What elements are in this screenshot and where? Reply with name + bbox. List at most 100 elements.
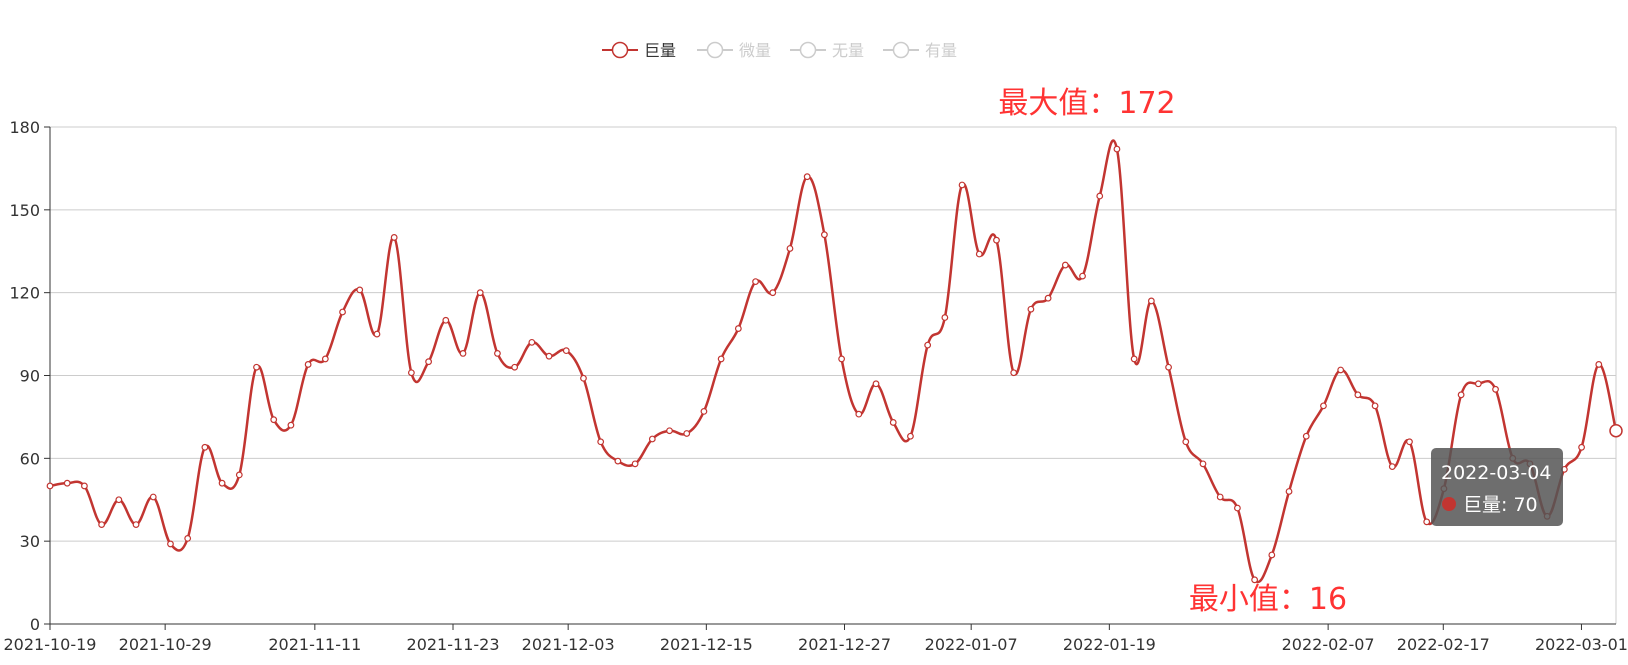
y-tick-label: 120 <box>9 284 40 303</box>
data-point <box>149 493 157 501</box>
data-point <box>838 355 846 363</box>
data-point <box>1113 145 1121 153</box>
data-point <box>98 521 106 528</box>
x-tick-label: 2021-10-19 <box>4 635 97 654</box>
y-tick-label: 150 <box>9 201 40 220</box>
data-point <box>717 355 725 363</box>
data-point <box>287 421 295 429</box>
data-point <box>511 363 519 371</box>
data-point <box>683 430 691 437</box>
data-point <box>373 330 381 338</box>
legend-label: 微量 <box>739 41 771 60</box>
data-point <box>46 482 54 490</box>
data-point <box>1354 391 1362 399</box>
data-point <box>1096 192 1104 200</box>
data-point <box>1457 391 1465 399</box>
axes: 0 30 60 90 120 150 180 2021-10-19 2021-10-29 2021… <box>4 118 1628 654</box>
data-point <box>907 432 914 440</box>
data-point <box>786 245 794 252</box>
data-point <box>769 289 777 297</box>
data-point <box>1251 576 1259 584</box>
legend-marker-icon <box>706 41 724 59</box>
x-tick-label: 2022-03-01 <box>1535 635 1628 654</box>
data-point <box>1406 438 1413 446</box>
x-tick-label: 2022-02-07 <box>1282 635 1375 654</box>
data-point <box>167 540 174 548</box>
x-tick-label: 2021-12-15 <box>660 635 753 654</box>
data-point <box>1595 361 1603 368</box>
legend-marker-icon <box>892 41 910 59</box>
data-point <box>1061 261 1069 269</box>
data-point <box>993 236 1000 244</box>
tooltip-series-marker <box>1442 497 1456 511</box>
legend-item-无量[interactable]: 无量 <box>790 41 864 60</box>
data-point <box>132 521 140 528</box>
data-point <box>270 416 278 424</box>
data-point <box>201 443 209 451</box>
data-point <box>1130 355 1138 363</box>
series-layer <box>46 139 1623 584</box>
data-point <box>528 338 536 346</box>
data-point <box>1079 272 1086 280</box>
tooltip-value: 巨量: 70 <box>1463 494 1538 516</box>
data-point <box>597 438 605 446</box>
data-point <box>1578 443 1585 451</box>
data-point <box>1388 463 1396 471</box>
data-point <box>356 286 364 294</box>
data-point <box>872 380 880 388</box>
data-point <box>1302 432 1310 440</box>
data-point <box>1010 369 1018 377</box>
data-point <box>184 535 192 542</box>
legend-label: 无量 <box>832 41 864 60</box>
data-point <box>1268 551 1276 559</box>
data-point <box>924 341 932 349</box>
data-point <box>459 350 467 357</box>
y-tick-label: 0 <box>30 615 40 634</box>
data-point <box>1165 363 1172 371</box>
y-tick-label: 90 <box>20 367 40 386</box>
data-point <box>253 363 260 371</box>
data-point <box>752 278 759 286</box>
data-point <box>975 250 983 258</box>
x-tick-label: 2022-02-17 <box>1397 635 1490 654</box>
legend-item-微量[interactable]: 微量 <box>697 41 771 60</box>
data-point <box>1234 504 1241 512</box>
data-point <box>1199 460 1207 468</box>
data-point <box>476 289 484 297</box>
data-point <box>614 457 622 465</box>
data-point <box>545 352 553 360</box>
data-point <box>700 407 708 415</box>
data-point <box>958 181 966 189</box>
legend-item-有量[interactable]: 有量 <box>883 41 957 60</box>
tooltip: 2022-03-04 巨量: 70 <box>1431 448 1563 526</box>
x-tick-label: 2022-01-19 <box>1063 635 1156 654</box>
x-tick-label: 2022-01-07 <box>925 635 1018 654</box>
data-point <box>631 460 639 468</box>
data-point <box>218 479 226 487</box>
data-point <box>407 369 415 377</box>
data-point <box>1216 493 1224 501</box>
min-value-label: 最小值：16 <box>1189 582 1347 617</box>
legend-marker-icon <box>611 41 629 59</box>
data-point <box>63 479 71 487</box>
legend-item-巨量[interactable]: 巨量 <box>602 41 676 60</box>
legend[interactable]: 巨量 微量 无量 有量 <box>602 41 957 60</box>
data-point <box>1320 402 1327 410</box>
x-tick-label: 2021-11-11 <box>268 635 361 654</box>
data-point <box>425 358 432 366</box>
data-point <box>1337 366 1345 374</box>
legend-marker-icon <box>799 41 817 59</box>
data-point <box>494 350 501 357</box>
data-point <box>81 482 88 490</box>
data-point <box>580 374 587 382</box>
data-point <box>1147 297 1155 305</box>
data-point <box>855 410 863 418</box>
data-point <box>1044 294 1052 302</box>
grid-lines <box>50 126 1617 624</box>
x-tick-label: 2021-12-03 <box>522 635 615 654</box>
data-point <box>442 316 450 324</box>
data-point <box>390 234 398 241</box>
y-tick-label: 180 <box>9 118 40 137</box>
data-point <box>820 231 828 239</box>
